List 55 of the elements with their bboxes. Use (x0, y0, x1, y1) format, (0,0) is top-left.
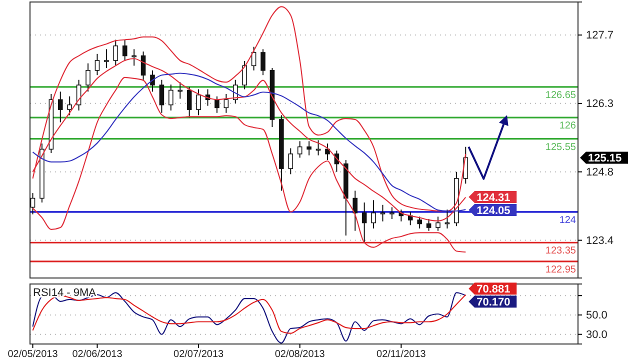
candlestick (242, 60, 247, 90)
y-tick-label: 123.4 (586, 234, 614, 247)
candlestick (58, 91, 63, 123)
candlestick (214, 96, 220, 114)
candlestick (94, 53, 100, 76)
x-tick-label: 02/07/2013 (174, 349, 224, 360)
candlestick (196, 88, 201, 116)
candlestick (113, 39, 118, 66)
text: 125.15 (588, 152, 622, 165)
candlestick (371, 200, 376, 229)
candlestick (178, 82, 183, 100)
candlestick (159, 79, 164, 114)
candlestick (288, 148, 294, 175)
candlestick (352, 190, 358, 232)
candlestick (426, 218, 432, 232)
candlestick (224, 94, 229, 114)
x-tick-label: 02/11/2013 (376, 349, 426, 360)
candlestick (132, 48, 136, 66)
chart-title: RSI14 - 9MA (33, 287, 97, 299)
y-tick-label: 50.0 (586, 309, 608, 322)
data-label: 124.31 (476, 192, 510, 204)
candlestick (362, 202, 367, 244)
candlestick (297, 140, 302, 158)
x-tick-label: 02/08/2013 (274, 349, 326, 360)
ref-line-label: 125.55 (545, 142, 576, 153)
ref-line-label: 124 (559, 214, 576, 226)
candlestick (390, 206, 394, 220)
ref-line-label: 122.95 (545, 264, 576, 276)
candlestick (67, 96, 72, 116)
y-tick-label: 126.3 (586, 98, 614, 110)
y-tick-label: 127.7 (586, 30, 614, 42)
y-tick-label: 30.0 (586, 328, 608, 341)
line-series (32, 76, 466, 253)
x-tick-label: 02/06/2013 (72, 349, 123, 360)
candlestick (104, 48, 109, 69)
candlestick (30, 192, 36, 215)
candlestick (380, 204, 386, 222)
ref-line-label: 126 (559, 120, 576, 132)
candlestick (150, 70, 155, 92)
candlestick (436, 216, 440, 232)
x-tick-label: 02/05/2013 (8, 349, 58, 360)
data-label: 70.881 (476, 284, 510, 296)
candlestick (168, 84, 174, 112)
candlestick (417, 216, 422, 229)
ref-line-label: 126.65 (545, 90, 576, 101)
candlestick (86, 62, 90, 92)
candlestick (260, 48, 266, 76)
y-tick-label: 124.8 (586, 166, 614, 178)
data-label: 124.05 (476, 204, 510, 217)
candlestick (325, 143, 330, 161)
candlestick (306, 140, 312, 156)
candlestick (186, 86, 192, 118)
ref-line-label: 123.35 (545, 246, 576, 257)
candlestick (122, 39, 128, 62)
data-label: 70.170 (476, 296, 510, 309)
